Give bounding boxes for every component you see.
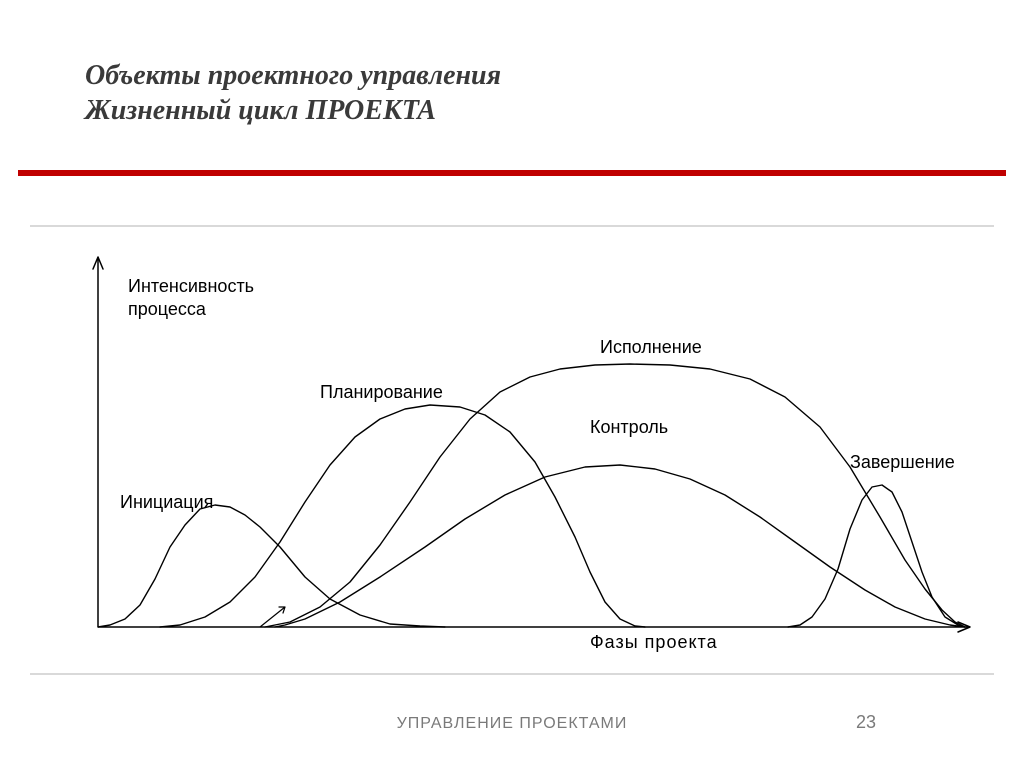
chart-frame: Интенсивностьпроцесса Инициация Планиров… — [30, 225, 994, 675]
y-axis-label: Интенсивностьпроцесса — [128, 275, 254, 322]
curve-label-closing: Завершение — [850, 452, 955, 473]
slide-title: Объекты проектного управления Жизненный … — [85, 58, 501, 128]
page-number: 23 — [856, 712, 876, 733]
title-underline — [18, 170, 1006, 176]
title-line-2: Жизненный цикл ПРОЕКТА — [85, 93, 501, 128]
title-line-1: Объекты проектного управления — [85, 58, 501, 93]
curve-label-execution: Исполнение — [600, 337, 702, 358]
curve-label-control: Контроль — [590, 417, 668, 438]
curve-label-initiation: Инициация — [120, 492, 213, 513]
x-axis-label: Фазы проекта — [590, 632, 718, 653]
curve-label-planning: Планирование — [320, 382, 443, 403]
slide: Объекты проектного управления Жизненный … — [0, 0, 1024, 767]
